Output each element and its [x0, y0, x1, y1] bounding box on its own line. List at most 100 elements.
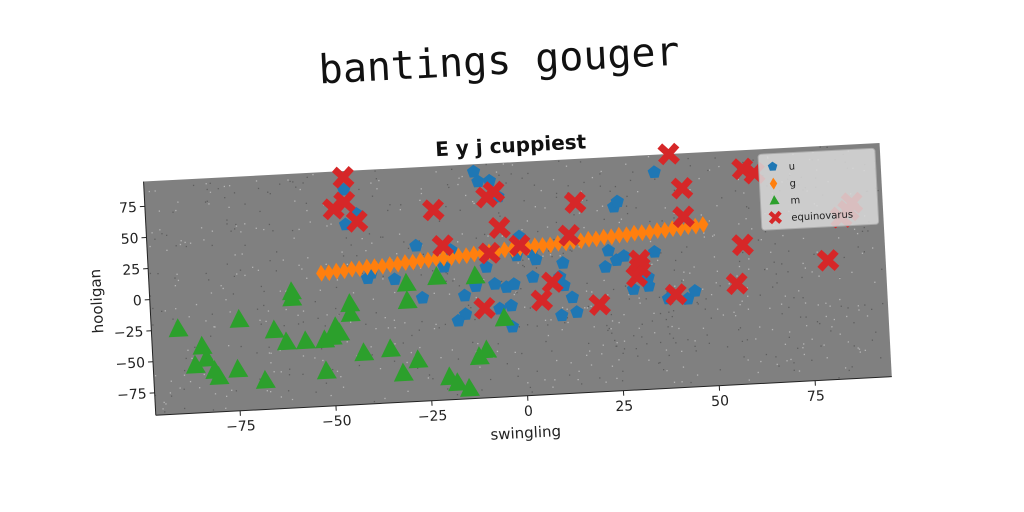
point-u: [337, 182, 351, 196]
noise-dot: [269, 259, 271, 262]
noise-dot: [420, 188, 422, 190]
noise-dot: [483, 233, 486, 236]
noise-dot: [760, 238, 762, 241]
noise-dot: [804, 302, 807, 304]
noise-dot: [263, 304, 265, 307]
noise-dot: [716, 308, 719, 310]
noise-dot: [737, 329, 740, 331]
legend-label: equinovarus: [791, 209, 853, 223]
noise-dot: [562, 252, 564, 255]
noise-dot: [603, 218, 605, 221]
noise-dot: [863, 226, 865, 229]
noise-dot: [312, 173, 314, 176]
noise-dot: [376, 188, 378, 190]
noise-dot: [268, 352, 271, 354]
noise-dot: [255, 227, 257, 229]
noise-dot: [165, 234, 168, 237]
noise-dot: [591, 291, 593, 293]
noise-dot: [317, 317, 319, 320]
noise-dot: [435, 323, 437, 326]
noise-dot: [596, 210, 598, 212]
noise-dot: [382, 236, 384, 238]
noise-dot: [497, 343, 499, 345]
noise-dot: [748, 258, 750, 260]
noise-dot: [475, 296, 477, 299]
noise-dot: [838, 377, 840, 379]
point-u: [466, 164, 481, 178]
point-g: [629, 224, 640, 242]
legend-marker: [767, 161, 778, 171]
noise-dot: [505, 182, 507, 184]
point-u: [507, 277, 521, 291]
noise-dot: [419, 199, 421, 202]
noise-dot: [260, 323, 262, 325]
noise-dot: [448, 186, 450, 189]
noise-dot: [270, 362, 272, 364]
noise-dot: [526, 324, 529, 326]
noise-dot: [612, 288, 615, 291]
noise-dot: [846, 315, 848, 318]
noise-dot: [757, 371, 759, 374]
noise-dot: [858, 309, 860, 311]
point-u: [409, 238, 423, 252]
point-g: [598, 228, 610, 246]
noise-dot: [164, 310, 166, 312]
noise-dot: [375, 178, 378, 180]
noise-dot: [267, 191, 269, 193]
noise-dot: [674, 259, 677, 262]
noise-dot: [275, 270, 278, 272]
noise-dot: [660, 252, 662, 254]
noise-dot: [871, 247, 874, 249]
noise-dot: [840, 305, 842, 307]
point-u: [647, 165, 661, 179]
noise-dot: [372, 298, 375, 300]
point-g: [552, 234, 564, 252]
data-marks: [168, 142, 864, 397]
noise-dot: [183, 374, 186, 376]
point-g: [361, 258, 373, 276]
noise-dot: [704, 308, 707, 310]
noise-dot: [230, 230, 232, 232]
noise-dot: [571, 250, 573, 252]
noise-dot: [600, 170, 602, 173]
noise-dot: [518, 326, 520, 328]
noise-dot: [668, 354, 670, 357]
noise-dot: [205, 320, 207, 322]
point-u: [471, 174, 485, 188]
noise-dot: [387, 327, 390, 329]
noise-dot: [470, 306, 472, 309]
noise-dot: [658, 296, 661, 299]
noise-dot: [737, 178, 739, 181]
noise-dot: [741, 300, 743, 302]
noise-dot: [581, 383, 583, 385]
noise-dot: [461, 233, 463, 235]
noise-dot: [606, 324, 608, 327]
noise-dot: [839, 298, 841, 301]
noise-dot: [611, 320, 614, 322]
noise-dot: [188, 316, 190, 318]
noise-dot: [319, 289, 322, 291]
noise-dot: [294, 200, 296, 202]
noise-dot: [700, 214, 702, 216]
noise-dot: [797, 347, 799, 349]
noise-dot: [775, 273, 777, 275]
noise-dot: [773, 261, 775, 263]
noise-dot: [450, 168, 453, 171]
noise-dot: [672, 337, 675, 339]
noise-dot: [361, 237, 363, 240]
point-m: [340, 303, 361, 323]
noise-dot: [593, 326, 595, 328]
noise-dot: [451, 349, 454, 351]
noise-dot: [263, 228, 265, 231]
noise-dot: [533, 184, 536, 186]
point-u: [529, 252, 543, 266]
noise-dot: [637, 355, 639, 357]
noise-dot: [273, 371, 275, 373]
noise-dot: [819, 322, 821, 325]
noise-dot: [637, 190, 639, 193]
noise-dot: [681, 381, 683, 383]
noise-dot: [438, 220, 441, 222]
noise-dot: [578, 212, 581, 214]
point-g: [339, 262, 350, 280]
noise-dot: [459, 209, 461, 211]
